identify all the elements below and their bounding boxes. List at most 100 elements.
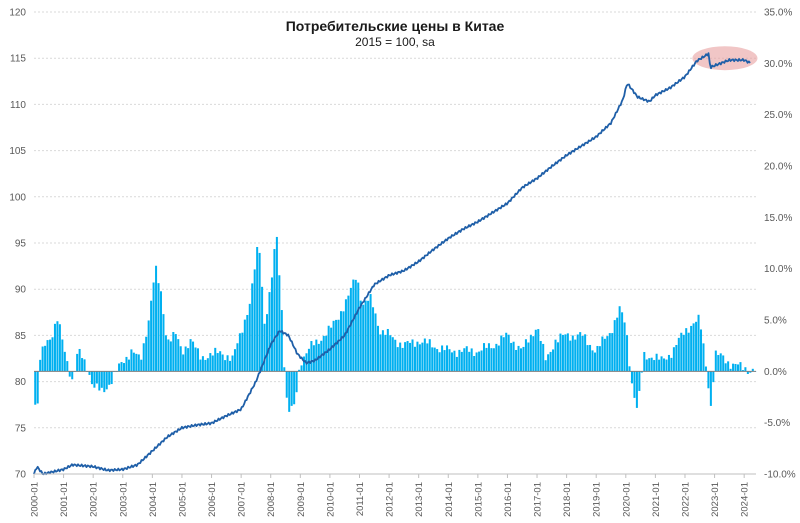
y-right-tick-4: 10.0%	[764, 264, 792, 275]
bar-241	[628, 366, 631, 372]
bar-76	[221, 354, 224, 372]
bar-238	[621, 312, 624, 372]
bar-161	[431, 347, 434, 372]
bar-195	[515, 349, 518, 372]
bar-178	[473, 356, 476, 372]
bar-103	[288, 371, 291, 412]
bar-37	[125, 356, 128, 372]
bar-15	[71, 371, 74, 380]
x-tick-label-2: 2002-01	[89, 482, 100, 517]
bar-77	[224, 360, 227, 372]
bar-214	[561, 334, 564, 372]
bar-131	[357, 282, 360, 372]
x-tick-label-23: 2023-01	[710, 482, 721, 517]
bar-186	[492, 348, 495, 372]
bar-231	[603, 338, 606, 372]
bar-50	[157, 283, 160, 372]
bar-244	[635, 371, 638, 408]
bar-35	[120, 362, 123, 372]
bar-249	[648, 358, 651, 372]
bar-54	[167, 339, 170, 372]
bar-202	[532, 336, 535, 372]
bar-89	[253, 269, 256, 372]
bar-226	[591, 350, 594, 372]
bar-240	[626, 335, 629, 372]
bar-69	[204, 359, 207, 372]
x-tick-label-11: 2011-01	[355, 482, 366, 516]
bar-38	[127, 359, 130, 372]
bar-78	[226, 355, 229, 372]
bar-256	[665, 359, 668, 372]
x-tick-label-16: 2016-01	[503, 482, 514, 517]
bar-156	[418, 344, 421, 372]
bar-290	[749, 371, 752, 373]
x-tick-label-17: 2017-01	[533, 482, 544, 517]
bar-184	[487, 343, 490, 372]
bar-228	[596, 345, 599, 372]
bar-141	[381, 330, 384, 372]
bar-248	[645, 359, 648, 372]
bar-227	[593, 352, 596, 372]
bar-220	[576, 334, 579, 372]
bar-88	[251, 283, 254, 372]
bar-61	[184, 346, 187, 372]
bar-65	[194, 347, 197, 372]
bar-83	[238, 333, 241, 372]
bar-285	[736, 364, 740, 372]
bar-109	[302, 356, 306, 372]
bar-142	[384, 334, 387, 372]
bar-180	[478, 351, 481, 372]
bar-159	[426, 343, 429, 372]
x-tick-label-13: 2013-01	[414, 482, 425, 517]
y-right-tick-0: -10.0%	[764, 470, 796, 481]
bar-222	[581, 335, 584, 372]
bar-144	[389, 335, 392, 372]
bar-149	[401, 347, 404, 372]
bar-289	[746, 371, 749, 374]
y-axis-right: -10.0% -5.0% 0.0% 5.0% 10.0% 15.0% 20.0% 25.0% 3…	[764, 8, 796, 481]
bar-251	[653, 360, 656, 372]
bar-101	[283, 367, 286, 372]
bar-47	[150, 300, 153, 372]
bar-143	[386, 328, 389, 372]
bar-243	[633, 371, 636, 398]
bar-75	[219, 351, 222, 372]
bar-80	[231, 355, 234, 372]
x-tick-label-19: 2019-01	[592, 482, 603, 517]
bar-163	[436, 349, 439, 372]
bar-270	[700, 329, 703, 372]
bar-23	[90, 371, 93, 385]
x-tick-label-10: 2010-01	[325, 482, 336, 517]
bar-91	[258, 252, 261, 372]
bar-200	[527, 342, 530, 372]
bar-212	[556, 342, 560, 372]
bar-9	[56, 321, 59, 372]
bar-48	[152, 282, 155, 372]
bar-29	[105, 371, 108, 390]
bar-27	[100, 371, 103, 388]
bar-239	[623, 322, 626, 372]
bar-205	[539, 340, 542, 372]
bar-46	[147, 320, 150, 372]
x-tick-label-18: 2018-01	[562, 482, 573, 517]
bar-130	[354, 279, 357, 372]
bar-6	[49, 339, 52, 372]
bar-70	[206, 358, 209, 372]
bar-63	[189, 339, 192, 372]
bar-255	[663, 358, 666, 372]
y-left-tick-3: 85	[15, 331, 27, 342]
y-left-tick-10: 120	[9, 8, 26, 19]
bar-223	[584, 334, 587, 372]
bar-208	[547, 354, 550, 372]
x-tick-label-6: 2006-01	[207, 482, 218, 517]
bar-26	[98, 371, 101, 391]
bar-266	[690, 325, 693, 372]
bar-209	[549, 351, 552, 372]
bar-127	[347, 295, 350, 372]
y-right-tick-3: 5.0%	[764, 316, 787, 327]
bar-106	[295, 371, 298, 393]
bar-123	[337, 319, 340, 372]
bar-286	[739, 362, 742, 372]
bar-82	[236, 343, 239, 372]
